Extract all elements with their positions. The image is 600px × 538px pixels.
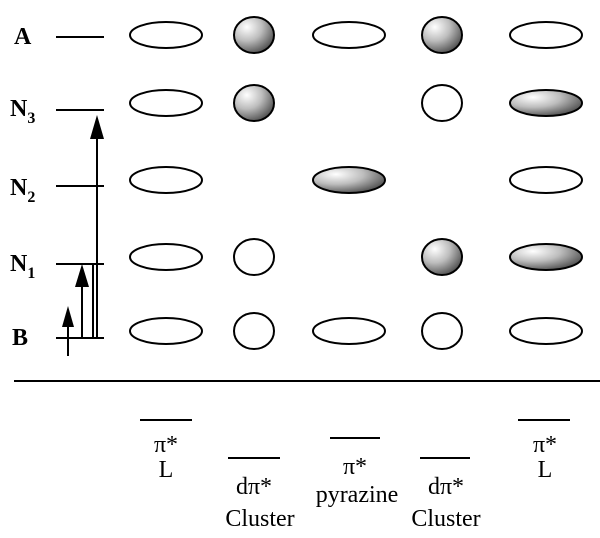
orbital-b-col5-empty — [509, 317, 583, 345]
arrow-b-to-n1-left — [75, 264, 89, 338]
level-label-n3: N3 — [10, 96, 35, 127]
orbital-n2-col1-empty — [129, 166, 203, 194]
orbital-b-col3-empty — [312, 317, 386, 345]
level-label-n2: N2 — [10, 175, 35, 206]
orbital-n2-col3-filled — [312, 166, 386, 194]
column-4-label-bottom: Cluster — [411, 506, 480, 532]
orbital-a-col1-empty — [129, 21, 203, 49]
orbital-n3-col1-empty — [129, 89, 203, 117]
orbital-n1-col1-empty — [129, 243, 203, 271]
transition-arrows — [62, 115, 104, 356]
orbital-n2-col5-empty — [509, 166, 583, 194]
column-5-label-bottom: L — [538, 457, 553, 483]
column-3-label-top: π* — [343, 454, 367, 480]
column-label-4: dπ* Cluster — [411, 457, 481, 532]
orbital-b-col2-empty — [233, 312, 275, 350]
level-label-b: B — [12, 325, 28, 351]
orbital-n1-col4-filled — [421, 238, 463, 276]
column-5-label-top: π* — [533, 432, 557, 458]
orbital-b-col4-empty — [421, 312, 463, 350]
level-label-a: A — [14, 24, 32, 50]
column-1-label-top: π* — [154, 432, 178, 458]
orbital-b-col1-empty — [129, 317, 203, 345]
column-3-label-bottom: pyrazine — [316, 482, 399, 508]
orbital-n3-col2-filled — [233, 84, 275, 122]
column-label-2: dπ* Cluster — [225, 457, 295, 532]
orbital-n3-col4-empty — [421, 84, 463, 122]
orbital-n1-col2-empty — [233, 238, 275, 276]
level-label-n1: N1 — [10, 251, 35, 282]
column-labels: π* L dπ* Cluster π* pyrazine dπ* Cluster… — [140, 419, 570, 532]
level-labels: A N3 N2 N1 B — [10, 24, 35, 351]
column-2-label-top: dπ* — [236, 474, 272, 500]
orbital-grid — [129, 16, 583, 350]
arrow-b-to-n3 — [90, 115, 104, 338]
column-label-1: π* L — [140, 419, 192, 483]
column-4-label-top: dπ* — [428, 474, 464, 500]
column-1-label-bottom: L — [159, 457, 174, 483]
orbital-a-col5-empty — [509, 21, 583, 49]
column-label-3: π* pyrazine — [316, 437, 399, 508]
column-2-label-bottom: Cluster — [225, 506, 294, 532]
orbital-a-col2-filled — [233, 16, 275, 54]
orbital-a-col3-empty — [312, 21, 386, 49]
column-label-5: π* L — [518, 419, 570, 483]
orbital-a-col4-filled — [421, 16, 463, 54]
arrow-b-to-small — [62, 306, 74, 356]
orbital-n3-col5-filled — [509, 89, 583, 117]
orbital-n1-col5-filled — [509, 243, 583, 271]
